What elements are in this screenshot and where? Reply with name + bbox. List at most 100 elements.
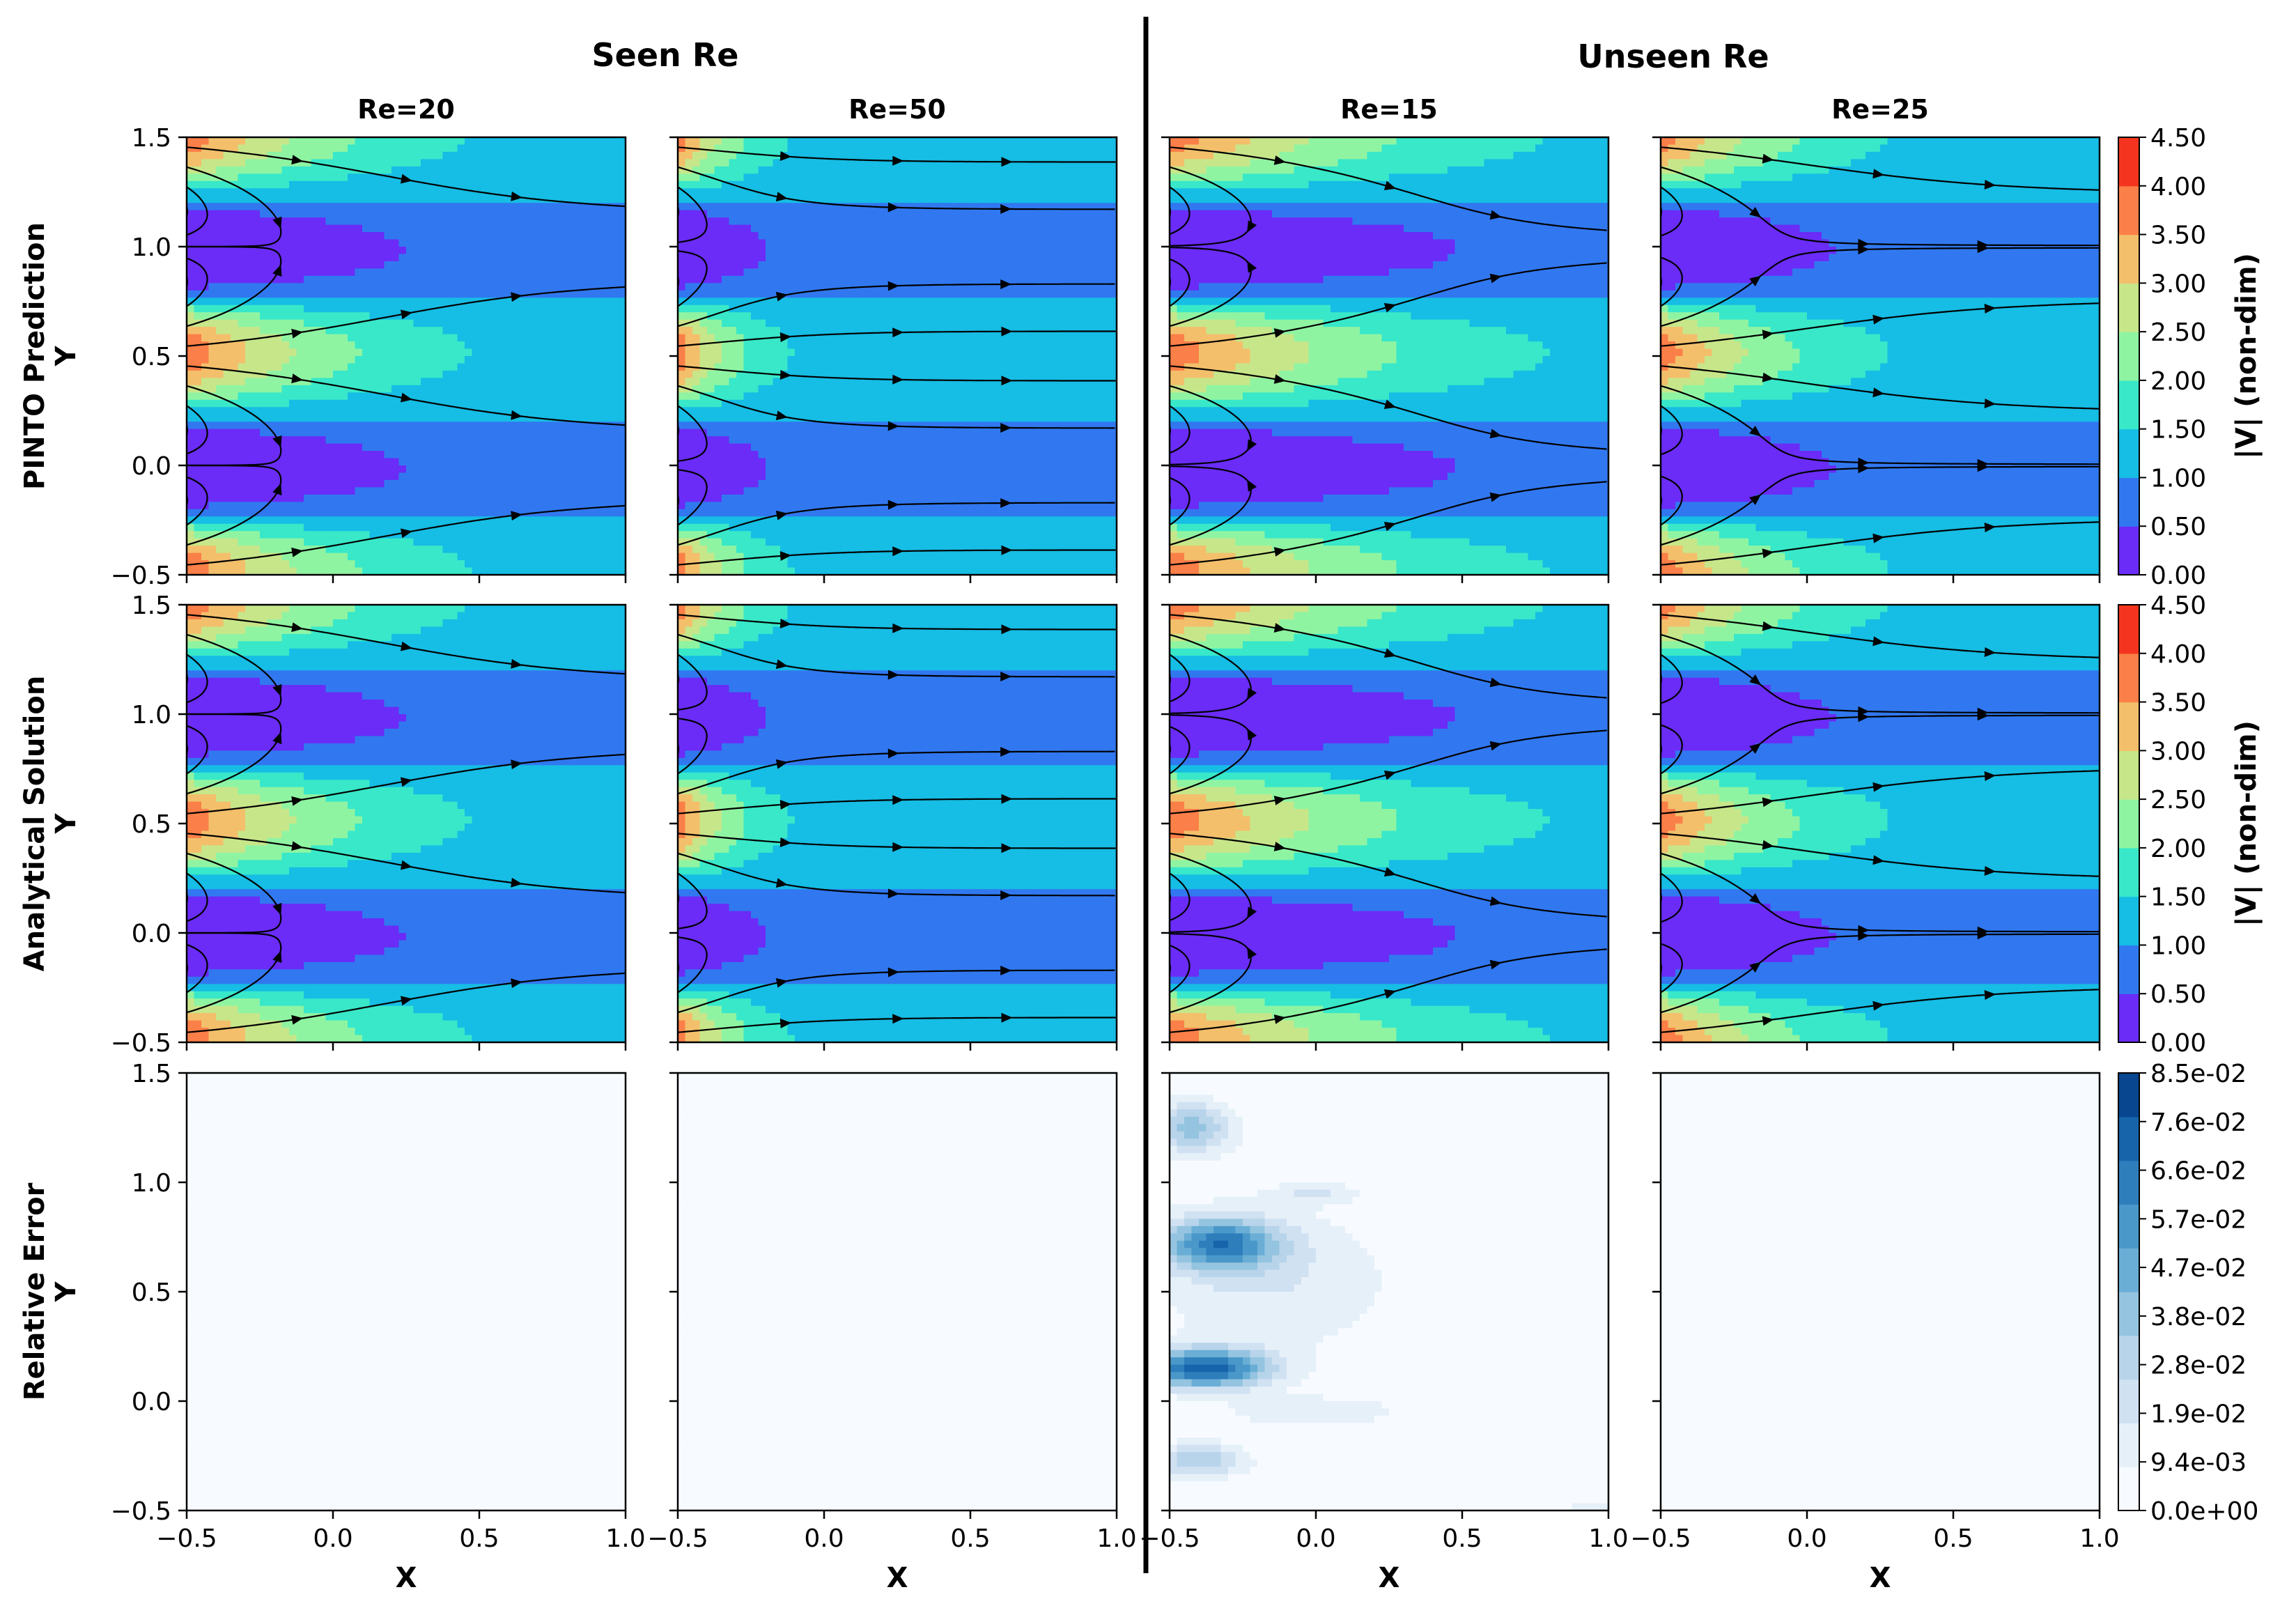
field-cell bbox=[421, 151, 429, 160]
field-cell bbox=[238, 626, 246, 635]
field-cell bbox=[281, 933, 290, 941]
field-cell bbox=[325, 736, 334, 744]
field-cell bbox=[318, 816, 327, 824]
field-cell bbox=[589, 399, 597, 408]
field-cell bbox=[318, 1035, 327, 1042]
field-cell bbox=[245, 772, 254, 780]
field-cell bbox=[582, 370, 590, 378]
field-cell bbox=[245, 656, 254, 664]
field-cell bbox=[545, 304, 553, 313]
field-cell bbox=[311, 889, 319, 897]
field-cell bbox=[486, 458, 495, 466]
field-cell bbox=[223, 714, 231, 722]
field-cell bbox=[545, 210, 553, 218]
field-cell bbox=[501, 443, 509, 451]
field-cell bbox=[252, 736, 261, 744]
field-cell bbox=[611, 465, 619, 474]
field-cell bbox=[304, 392, 312, 401]
field-cell bbox=[348, 531, 356, 539]
field-cell bbox=[509, 348, 517, 357]
field-cell bbox=[603, 567, 612, 575]
field-cell bbox=[384, 261, 392, 269]
field-cell bbox=[223, 531, 231, 539]
field-cell bbox=[574, 239, 582, 247]
field-cell bbox=[340, 137, 348, 146]
field-cell bbox=[252, 151, 261, 160]
field-cell bbox=[369, 356, 378, 364]
field-cell bbox=[348, 304, 356, 313]
field-cell bbox=[325, 947, 334, 955]
field-cell bbox=[406, 392, 414, 401]
field-cell bbox=[252, 809, 261, 817]
field-cell bbox=[187, 247, 195, 255]
field-cell bbox=[296, 874, 304, 883]
field-cell bbox=[486, 494, 495, 502]
y-tick-label: 1.0 bbox=[132, 233, 171, 262]
field-cell bbox=[216, 925, 224, 934]
field-cell bbox=[296, 889, 304, 897]
stream-arrow bbox=[272, 216, 282, 229]
field-cell bbox=[589, 531, 597, 539]
field-cell bbox=[252, 961, 261, 970]
field-cell bbox=[318, 312, 327, 320]
field-cell bbox=[289, 180, 297, 189]
field-cell bbox=[362, 546, 371, 554]
field-cell bbox=[296, 925, 304, 934]
field-cell bbox=[442, 232, 451, 240]
field-cell bbox=[465, 137, 473, 146]
field-cell bbox=[596, 217, 605, 226]
stream-arrow bbox=[63, 459, 74, 469]
field-cell bbox=[348, 290, 356, 298]
field-cell bbox=[333, 830, 341, 839]
field-cell bbox=[340, 327, 348, 335]
field-cell bbox=[194, 203, 202, 211]
field-cell bbox=[187, 787, 195, 795]
field-cell bbox=[603, 159, 612, 167]
field-cell bbox=[603, 210, 612, 218]
field-cell bbox=[194, 721, 202, 729]
field-cell bbox=[589, 436, 597, 445]
field-cell bbox=[304, 356, 312, 364]
field-cell bbox=[442, 334, 451, 342]
field-cell bbox=[311, 261, 319, 269]
field-cell bbox=[231, 706, 239, 715]
field-cell bbox=[348, 195, 356, 203]
field-cell bbox=[377, 210, 385, 218]
field-cell bbox=[281, 1020, 290, 1028]
field-cell bbox=[465, 370, 473, 378]
field-cell bbox=[611, 195, 619, 203]
field-cell bbox=[596, 552, 605, 561]
field-cell bbox=[421, 451, 429, 459]
field-cell bbox=[318, 436, 327, 445]
field-cell bbox=[231, 567, 239, 575]
field-cell bbox=[398, 443, 407, 451]
field-cell bbox=[231, 787, 239, 795]
field-cell bbox=[457, 283, 465, 291]
field-cell bbox=[421, 348, 429, 357]
field-cell bbox=[567, 341, 575, 350]
field-cell bbox=[201, 428, 210, 437]
field-cell bbox=[201, 451, 210, 459]
field-cell bbox=[296, 955, 304, 963]
field-cell bbox=[450, 283, 458, 291]
field-cell bbox=[208, 809, 217, 817]
field-cell bbox=[567, 422, 575, 430]
field-cell bbox=[208, 700, 217, 708]
field-cell bbox=[311, 969, 319, 978]
field-cell bbox=[465, 399, 473, 408]
field-cell bbox=[318, 721, 327, 729]
field-cell bbox=[413, 298, 421, 306]
field-cell bbox=[442, 378, 451, 386]
field-cell bbox=[611, 560, 619, 569]
field-cell bbox=[216, 567, 224, 575]
field-cell bbox=[318, 159, 327, 167]
field-cell bbox=[435, 232, 444, 240]
field-cell bbox=[223, 203, 231, 211]
field-cell bbox=[472, 232, 480, 240]
field-cell bbox=[311, 874, 319, 883]
field-cell bbox=[260, 706, 268, 715]
field-cell bbox=[223, 472, 231, 481]
field-cell bbox=[413, 538, 421, 546]
field-cell bbox=[450, 487, 458, 495]
field-cell bbox=[289, 166, 297, 174]
